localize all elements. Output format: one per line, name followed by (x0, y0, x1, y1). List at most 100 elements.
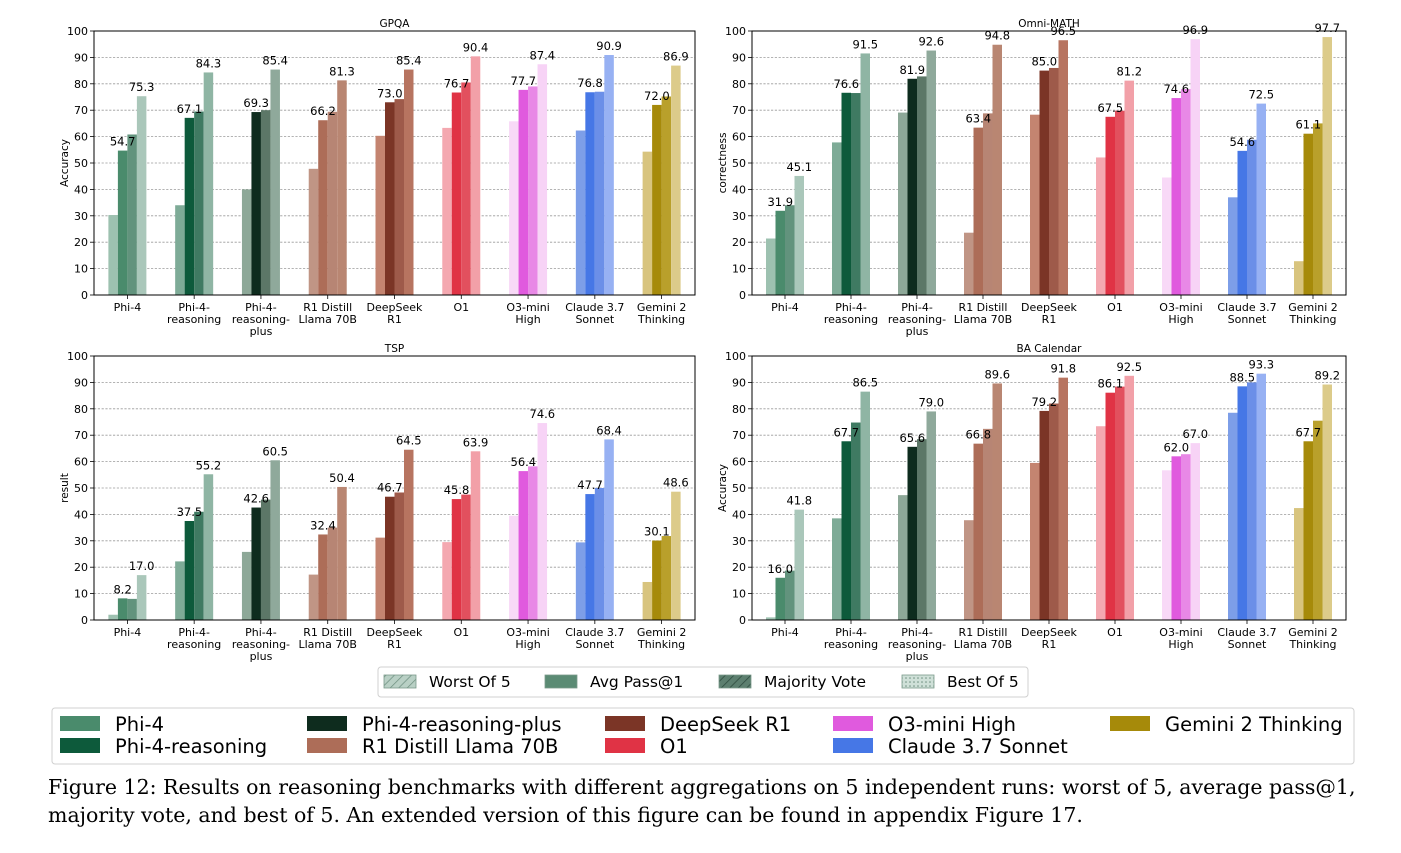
bar-best-of-5 (404, 69, 414, 295)
bar-avg-pass-1 (841, 92, 851, 295)
data-label: 61.1 (1295, 118, 1321, 132)
data-label: 45.8 (444, 483, 470, 497)
bar-majority-vote (1049, 403, 1059, 620)
bar-best-of-5 (1124, 80, 1134, 296)
model-swatch (833, 738, 873, 753)
legend-swatch (544, 674, 578, 689)
y-tick-label: 60 (74, 456, 88, 469)
x-tick-label: R1 Distill (303, 301, 352, 314)
y-tick-label: 40 (74, 183, 88, 196)
bar-avg-pass-1 (652, 104, 662, 295)
x-tick-label: Phi-4- (901, 301, 933, 314)
x-tick-label: Phi-4- (178, 301, 210, 314)
bar-majority-vote (528, 86, 538, 295)
data-label: 8.2 (113, 582, 131, 596)
x-tick-label: reasoning (824, 638, 878, 651)
x-tick-label: DeepSeek (1021, 301, 1078, 314)
bar-worst-of-5 (642, 151, 653, 295)
bar-majority-vote (1247, 382, 1257, 620)
x-tick-label: plus (250, 650, 273, 663)
x-tick-label: R1 (387, 638, 402, 651)
x-tick-label: Phi-4- (901, 626, 933, 639)
bar-worst-of-5 (241, 189, 252, 295)
bar-worst-of-5 (308, 574, 319, 620)
x-tick-label: R1 (1042, 638, 1057, 651)
bar-best-of-5 (1058, 377, 1068, 620)
bar-best-of-5 (1058, 40, 1068, 295)
data-label: 81.2 (1116, 65, 1142, 79)
data-label: 54.6 (1229, 135, 1255, 149)
bar-majority-vote (851, 93, 861, 295)
bar-worst-of-5 (175, 561, 185, 620)
y-tick-label: 90 (732, 376, 746, 389)
data-label: 92.6 (918, 35, 944, 49)
x-tick-label: High (1168, 638, 1193, 651)
y-tick-label: 100 (725, 350, 746, 363)
model-legend-label: O3-mini High (888, 713, 1016, 736)
bar-majority-vote (461, 494, 471, 620)
y-tick-label: 50 (732, 482, 746, 495)
y-tick-label: 90 (74, 51, 88, 64)
plot-frame (93, 355, 696, 621)
bar-majority-vote (917, 76, 927, 296)
x-tick-label: plus (906, 650, 929, 663)
bar-majority-vote (394, 99, 404, 295)
data-label: 85.4 (396, 54, 422, 68)
y-tick-label: 30 (74, 210, 88, 223)
bar-worst-of-5 (766, 617, 776, 620)
x-tick-label: Phi-4 (114, 626, 142, 639)
chart-panel-4: 0 10 20 30 40 50 60 70 80 90 100 16.0 41.8 Phi-4 67.7 8… (717, 343, 1347, 663)
data-label: 84.3 (196, 56, 222, 70)
x-tick-label: reasoning- (232, 313, 290, 326)
x-tick-label: DeepSeek (367, 301, 424, 314)
y-tick-label: 30 (74, 535, 88, 548)
x-tick-label: reasoning (824, 313, 878, 326)
legend-swatch (901, 674, 935, 689)
data-label: 67.0 (1182, 427, 1208, 441)
data-label: 91.8 (1050, 362, 1076, 376)
data-label: 79.0 (918, 395, 944, 409)
bar-majority-vote (1313, 123, 1323, 296)
data-label: 41.8 (786, 494, 812, 508)
x-tick-label: Gemini 2 (637, 626, 687, 639)
bar-avg-pass-1 (518, 89, 529, 295)
x-tick-label: reasoning- (232, 638, 290, 651)
figure-caption: Figure 12: Results on reasoning benchmar… (48, 773, 1378, 829)
data-label: 54.7 (110, 135, 136, 149)
bar-best-of-5 (337, 486, 347, 620)
y-tick-label: 80 (732, 403, 746, 416)
x-tick-label: O3-mini (506, 626, 549, 639)
bar-best-of-5 (1124, 375, 1134, 620)
x-tick-label: DeepSeek (367, 626, 424, 639)
data-label: 96.9 (1182, 23, 1208, 37)
bar-best-of-5 (1256, 103, 1266, 295)
bar-avg-pass-1 (318, 534, 328, 620)
x-tick-label: Claude 3.7 (1217, 301, 1276, 314)
data-label: 16.0 (767, 562, 793, 576)
bar-worst-of-5 (509, 121, 519, 296)
x-tick-label: Llama 70B (299, 313, 357, 326)
bar-worst-of-5 (832, 142, 842, 295)
bar-worst-of-5 (175, 205, 185, 295)
model-swatch (605, 716, 645, 731)
bar-worst-of-5 (1096, 426, 1106, 620)
data-label: 68.4 (596, 423, 622, 437)
x-tick-label: Sonnet (575, 638, 614, 651)
bar-worst-of-5 (1030, 114, 1040, 295)
y-tick-label: 20 (74, 236, 88, 249)
legend-label: Majority Vote (764, 673, 866, 691)
bar-avg-pass-1 (385, 496, 395, 620)
data-label: 67.7 (1295, 425, 1321, 439)
model-swatch (307, 738, 347, 753)
chart-title: BA Calendar (1017, 343, 1083, 355)
x-tick-label: Phi-4- (245, 626, 277, 639)
bar-best-of-5 (537, 423, 548, 620)
bar-majority-vote (917, 439, 927, 620)
bar-worst-of-5 (1030, 462, 1040, 620)
data-label: 76.8 (577, 76, 603, 90)
x-tick-label: High (1168, 313, 1193, 326)
x-tick-label: Gemini 2 (637, 301, 687, 314)
x-tick-label: Phi-4- (835, 301, 867, 314)
y-tick-label: 30 (732, 535, 746, 548)
